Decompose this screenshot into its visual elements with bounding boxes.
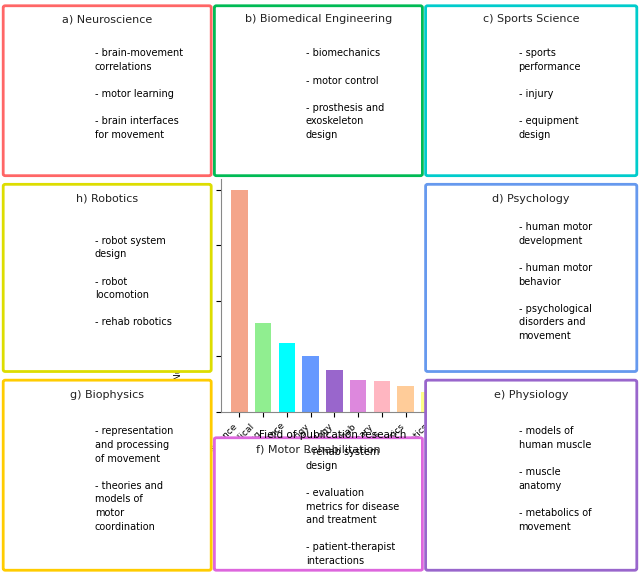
Bar [421,392,438,412]
Text: b) Biomedical Engineering: b) Biomedical Engineering [244,14,392,24]
Text: h) Robotics: h) Robotics [76,194,138,204]
FancyBboxPatch shape [214,438,422,570]
Bar [231,190,248,412]
Text: - models of
human muscle

- muscle
anatomy

- metabolics of
movement: - models of human muscle - muscle anatom… [518,426,591,532]
Text: - representation
and processing
of movement

- theories and
models of
motor
coor: - representation and processing of movem… [95,426,173,532]
Text: - human motor
development

- human motor
behavior

- psychological
disorders and: - human motor development - human motor … [518,222,591,341]
Text: e) Physiology: e) Physiology [494,390,568,400]
FancyBboxPatch shape [426,380,637,570]
FancyBboxPatch shape [426,6,637,176]
Text: - biomechanics

- motor control

- prosthesis and
exoskeleton
design: - biomechanics - motor control - prosthe… [306,48,384,140]
Text: a) Neuroscience: a) Neuroscience [62,14,152,24]
Text: - robot system
design

- robot
locomotion

- rehab robotics: - robot system design - robot locomotion… [95,236,172,328]
Text: d) Psychology: d) Psychology [492,194,570,204]
Bar [326,370,342,412]
Y-axis label: Number of papers from 2007 to 2017: Number of papers from 2007 to 2017 [173,211,182,380]
Bar [397,386,414,412]
Bar [350,380,367,412]
Text: - sports
performance

- injury

- equipment
design: - sports performance - injury - equipmen… [518,48,581,140]
FancyBboxPatch shape [426,184,637,372]
Bar [302,357,319,412]
Bar [278,343,295,412]
FancyBboxPatch shape [3,380,211,570]
Text: - rehab system
design

- evaluation
metrics for disease
and treatment

- patient: - rehab system design - evaluation metri… [306,447,399,566]
Text: f) Motor Rehabilitation: f) Motor Rehabilitation [256,445,381,454]
Text: c) Sports Science: c) Sports Science [483,14,579,24]
FancyBboxPatch shape [214,6,422,176]
FancyBboxPatch shape [3,184,211,372]
Text: Field of publication research: Field of publication research [259,430,406,440]
Bar [374,381,390,412]
FancyBboxPatch shape [3,6,211,176]
Text: g) Biophysics: g) Biophysics [70,390,144,400]
Bar [255,323,271,412]
Text: - brain-movement
correlations

- motor learning

- brain interfaces
for movement: - brain-movement correlations - motor le… [95,48,183,140]
